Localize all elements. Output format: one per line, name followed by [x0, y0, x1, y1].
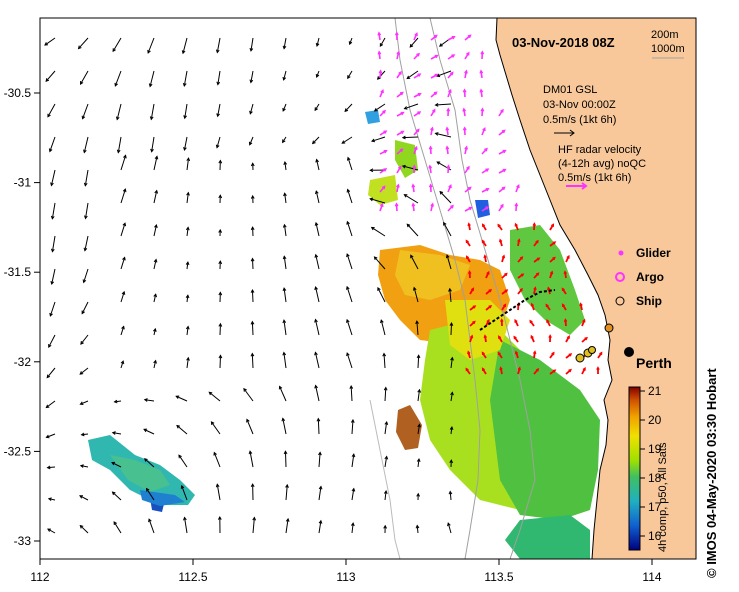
radar-legend-line2: (4-12h avg) noQC — [558, 158, 646, 170]
y-tick-label: -32 — [14, 355, 32, 369]
glider-legend-date: 03-Nov 00:00Z — [543, 99, 616, 111]
glider-track — [479, 289, 556, 331]
glider-legend-label: Glider — [636, 246, 671, 260]
y-tick-label: -31 — [14, 176, 32, 190]
colorbar-tick-label: 21 — [648, 384, 662, 398]
credit-text: © IMOS 04-May-2020 03:30 Hobart — [704, 368, 719, 578]
y-tick-label: -32.5 — [4, 444, 32, 458]
argo-markers — [575, 323, 614, 363]
argo-legend-label: Argo — [636, 270, 664, 284]
isobath-200m: 200m — [651, 29, 679, 41]
x-tick-label: 112.5 — [178, 570, 207, 584]
isobath-1000m: 1000m — [651, 43, 685, 55]
land-area — [495, 18, 696, 559]
glider-vectors — [465, 222, 603, 375]
colorbar-tick-label: 18 — [648, 471, 662, 485]
y-tick-label: -30.5 — [4, 86, 32, 100]
colorbar-title: 4h comp, p50, All Sats — [657, 442, 669, 552]
glider-legend-marker — [618, 250, 624, 256]
y-axis: -30.5 -31 -31.5 -32 -32.5 -33 — [4, 86, 40, 548]
hf-radar-vectors — [377, 31, 520, 212]
city-label: Perth — [636, 355, 672, 371]
colorbar-tick-label: 19 — [648, 442, 662, 456]
perth-marker — [624, 347, 634, 357]
colorbar — [628, 386, 641, 551]
colorbar-tick-label: 16 — [648, 529, 662, 543]
glider-legend-scale: 0.5m/s (1kt 6h) — [543, 114, 616, 126]
colorbar-tick-label: 20 — [648, 413, 662, 427]
isobaths — [369, 18, 536, 559]
radar-legend-scale: 0.5m/s (1kt 6h) — [558, 172, 631, 184]
ship-legend-marker — [615, 296, 625, 306]
date-label: 03-Nov-2018 08Z — [512, 35, 615, 50]
x-tick-label: 113.5 — [484, 570, 513, 584]
argo-legend-marker — [615, 272, 625, 282]
glider-legend-title: DM01 GSL — [543, 84, 597, 96]
current-vectors — [44, 37, 454, 534]
x-tick-label: 113 — [336, 570, 355, 584]
plot-frame — [39, 17, 697, 560]
colorbar-tick-label: 17 — [648, 500, 662, 514]
y-tick-label: -31.5 — [4, 265, 32, 279]
x-tick-label: 112 — [30, 570, 49, 584]
radar-legend-line1: HF radar velocity — [558, 144, 642, 156]
ship-legend-label: Ship — [636, 294, 662, 308]
x-tick-label: 114 — [642, 570, 661, 584]
colorbar-ticks: 21 20 19 18 17 16 — [640, 384, 662, 543]
y-tick-label: -33 — [14, 534, 32, 548]
